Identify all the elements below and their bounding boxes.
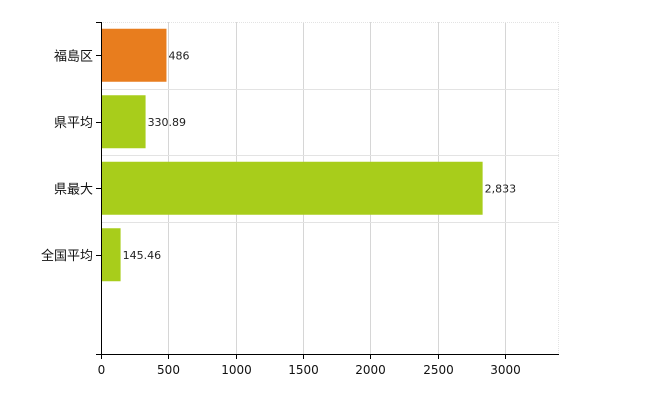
data-label-1: 486 xyxy=(168,49,189,62)
data-label-4: 145.46 xyxy=(123,249,162,262)
category-label-3: 県最大 xyxy=(54,182,93,197)
data-label-2: 330.89 xyxy=(148,116,187,129)
bar-3 xyxy=(102,161,483,215)
category-label-4: 全国平均 xyxy=(41,248,93,264)
bar-2 xyxy=(102,95,146,149)
x-tick-label-1500: 1500 xyxy=(288,363,319,377)
bar-4 xyxy=(102,228,121,282)
category-label-1: 福島区 xyxy=(54,49,93,64)
x-tick-label-2500: 2500 xyxy=(423,363,454,377)
x-tick-label-3000: 3000 xyxy=(490,363,521,377)
category-label-2: 県平均 xyxy=(54,116,93,131)
x-tick-label-0: 0 xyxy=(98,363,106,377)
x-tick-label-500: 500 xyxy=(157,363,180,377)
bar-1 xyxy=(102,28,167,82)
x-tick-label-1000: 1000 xyxy=(221,363,252,377)
data-label-3: 2,833 xyxy=(485,182,517,195)
x-tick-label-2000: 2000 xyxy=(355,363,386,377)
